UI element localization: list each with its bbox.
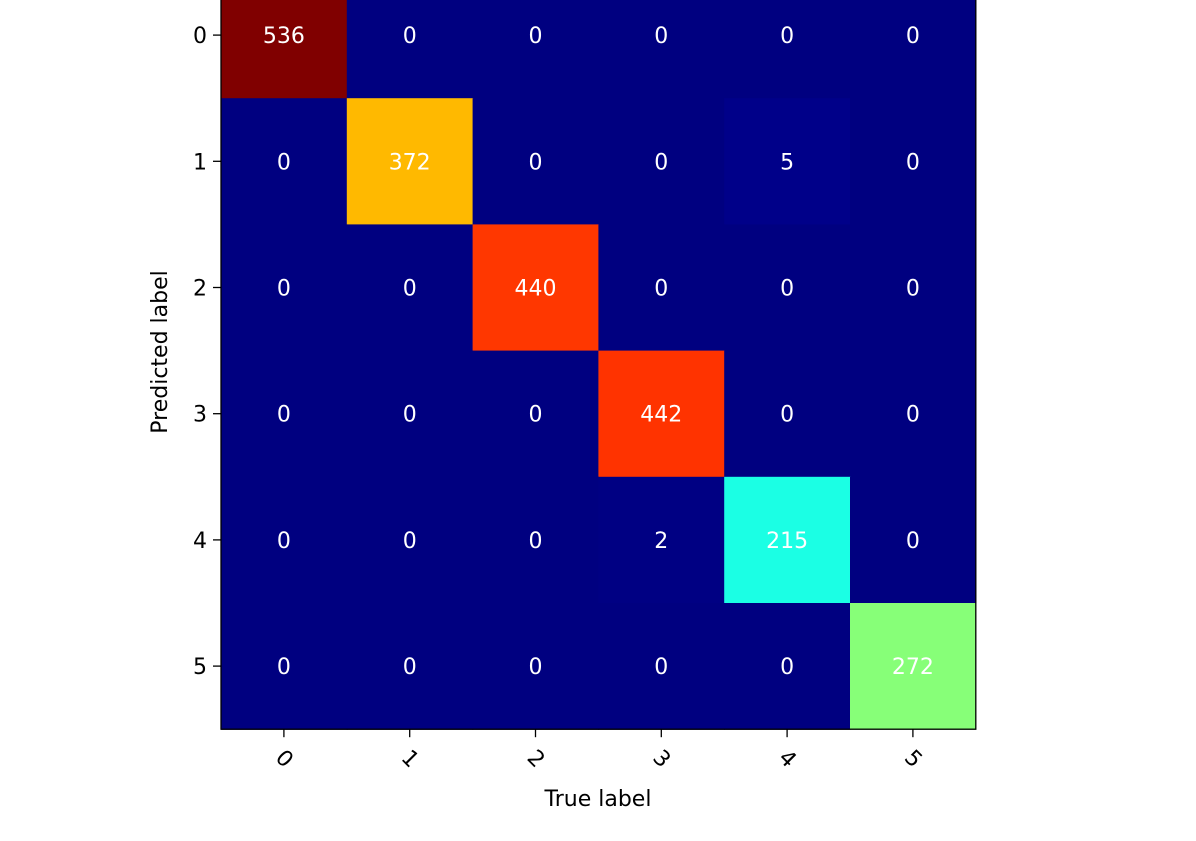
heatmap-cell	[724, 350, 851, 478]
y-axis-ticks: 0 1 2 3 4 5	[193, 24, 221, 680]
heatmap-cell	[472, 476, 599, 604]
heatmap-cell	[221, 224, 348, 352]
heatmap-cell-value: 0	[906, 403, 920, 428]
heatmap-cell-value: 0	[780, 277, 794, 302]
heatmap-cell-value: 0	[780, 403, 794, 428]
heatmap-cell-value: 0	[906, 150, 920, 175]
heatmap-cell-value: 0	[403, 529, 417, 554]
heatmap-cell	[850, 476, 977, 604]
heatmap-cell-value: 0	[403, 655, 417, 680]
heatmap-cell-value: 0	[277, 277, 291, 302]
heatmap-cell	[598, 224, 725, 352]
heatmap-cell	[850, 224, 977, 352]
heatmap-cell-value: 0	[529, 403, 543, 428]
heatmap-cell	[724, 98, 851, 225]
heatmap-cell	[598, 0, 725, 99]
heatmap-cell-value: 0	[654, 24, 668, 49]
heatmap-cell	[346, 476, 474, 604]
heatmap-cell	[850, 0, 977, 99]
heatmap-cell	[472, 98, 599, 225]
heatmap-cell-value: 0	[529, 24, 543, 49]
heatmap-cell-value: 0	[403, 24, 417, 49]
heatmap-cell	[598, 603, 725, 730]
heatmap-cell-value: 442	[640, 403, 682, 428]
heatmap-cell	[346, 350, 474, 478]
heatmap-cell-value: 372	[389, 150, 431, 175]
heatmap-cell	[850, 350, 977, 478]
y-axis-label: Predicted label	[148, 270, 173, 433]
heatmap-cell-value: 0	[780, 655, 794, 680]
heatmap-cell-value: 0	[654, 277, 668, 302]
heatmap-cell	[598, 350, 725, 478]
heatmap-cell	[724, 224, 851, 352]
heatmap-cell	[850, 603, 977, 730]
heatmap-cell-value: 0	[403, 403, 417, 428]
heatmap-cell-value: 0	[277, 403, 291, 428]
heatmap-cell-value: 0	[277, 150, 291, 175]
plot-frame	[220, 0, 977, 730]
heatmap-cell	[724, 476, 851, 604]
x-tick-label: 2	[522, 745, 550, 773]
heatmap-cell	[724, 0, 851, 99]
heatmap-cell-value: 0	[277, 529, 291, 554]
heatmap-cell	[598, 476, 725, 604]
heatmap-cell	[850, 98, 977, 225]
heatmap-cell-value: 272	[892, 655, 934, 680]
x-tick-label: 4	[773, 745, 801, 773]
heatmap-cell	[346, 224, 474, 352]
heatmap-cell-value: 440	[515, 277, 557, 302]
x-tick-label: 5	[899, 745, 927, 773]
heatmap-cell-value: 0	[906, 277, 920, 302]
heatmap-cell-value: 0	[780, 24, 794, 49]
y-tick-label: 2	[193, 277, 207, 302]
heatmap-cell-value: 2	[654, 529, 668, 554]
x-axis-label: True label	[544, 787, 652, 812]
x-tick-label: 1	[396, 745, 424, 773]
heatmap-cells	[221, 0, 977, 730]
heatmap-cell-value: 0	[906, 529, 920, 554]
heatmap-cell	[221, 603, 348, 730]
heatmap-cell-value: 215	[766, 529, 808, 554]
heatmap-cell	[221, 476, 348, 604]
heatmap-cell	[598, 98, 725, 225]
heatmap-cell-value: 0	[529, 150, 543, 175]
heatmap-cell-value: 0	[529, 655, 543, 680]
y-tick-label: 4	[193, 529, 207, 554]
heatmap-cell	[472, 224, 599, 352]
heatmap-cell-labels: 536 0 0 0 0 0 0 372 0 0 5 0 0 0 440 0 0 0 0 0 0 442 0 0 0 0 0 2 215 0…	[263, 24, 934, 680]
heatmap-cell-value: 0	[654, 655, 668, 680]
heatmap-cell	[346, 98, 474, 225]
heatmap-cell-value: 0	[906, 24, 920, 49]
y-tick-label: 3	[193, 403, 207, 428]
y-tick-label: 1	[193, 150, 207, 175]
y-tick-label: 5	[193, 655, 207, 680]
heatmap-cell	[221, 350, 348, 478]
heatmap-cell-value: 0	[654, 150, 668, 175]
heatmap-cell	[346, 603, 474, 730]
heatmap-cell	[221, 0, 348, 99]
heatmap-cell-value: 5	[780, 150, 794, 175]
heatmap-cell-value: 536	[263, 24, 305, 49]
x-tick-label: 3	[648, 745, 676, 773]
heatmap-cell	[346, 0, 474, 99]
heatmap-cell-value: 0	[277, 655, 291, 680]
heatmap-cell	[472, 0, 599, 99]
heatmap-cell	[221, 98, 348, 225]
x-axis-ticks: 0 1 2 3 4 5	[270, 729, 927, 773]
heatmap-cell	[472, 603, 599, 730]
x-tick-label: 0	[270, 745, 298, 773]
y-tick-label: 0	[193, 24, 207, 49]
heatmap-cell-value: 0	[403, 277, 417, 302]
heatmap-cell	[472, 350, 599, 478]
heatmap-cell	[724, 603, 851, 730]
heatmap-cell-value: 0	[529, 529, 543, 554]
